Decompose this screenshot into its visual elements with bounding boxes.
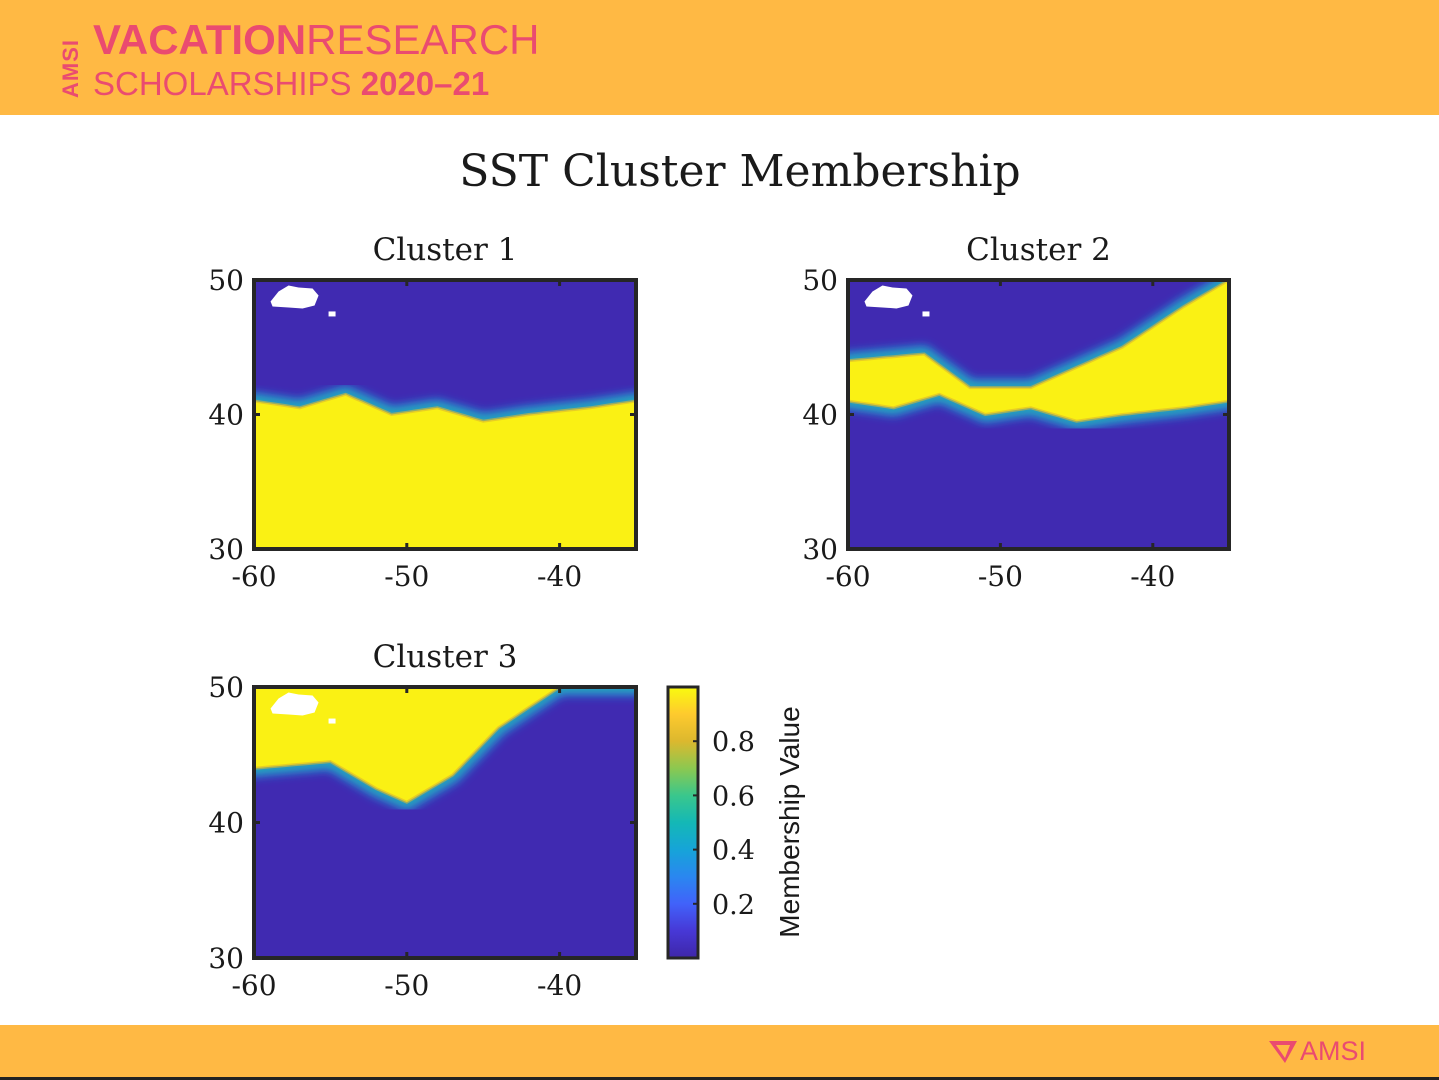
land-mask [270,692,319,716]
land-mask [864,285,913,309]
x-tick-label: -40 [1130,560,1175,593]
panel-title: Cluster 2 [966,232,1111,268]
panel-cluster-1: -60 -50 -40 30 40 50 Cluster 1 [208,232,638,593]
high-membership-region [848,280,1229,422]
land-mask-island [328,718,336,724]
land-mask [270,285,319,309]
x-tick-label: -50 [978,560,1023,593]
x-tick-label: -60 [231,969,276,1002]
y-tick-label: 40 [208,399,244,432]
high-region-edge [254,392,636,549]
land-mask-island [328,311,336,317]
y-tick-label: 30 [208,942,244,975]
land-mask-island [922,311,930,317]
colorbar-gradient [668,687,698,958]
x-tick-label: -40 [537,969,582,1002]
y-tick-label: 50 [802,264,838,297]
logo-scholarships: SCHOLARSHIPS [93,65,361,102]
panel-cluster-2: -60 -50 -40 30 40 50 Cluster 2 [802,232,1231,593]
colorbar-tick-label: 0.6 [712,781,755,812]
high-membership-region [254,687,636,803]
y-tick-label: 40 [208,807,244,840]
figure-title: SST Cluster Membership [459,146,1021,197]
logo-research: RESEARCH [306,16,540,63]
logo-year: 2020–21 [360,65,490,102]
amsi-arrow-icon [1269,1041,1297,1063]
x-tick-label: -60 [231,560,276,593]
x-tick-label: -50 [384,560,429,593]
panel-title: Cluster 3 [373,639,518,675]
panel-title: Cluster 1 [373,232,518,268]
high-region-edge [848,280,1229,423]
colorbar-tick-label: 0.8 [712,727,755,758]
colorbar-tick-label: 0.4 [712,836,755,867]
colorbar-label: Membership Value [774,706,805,938]
logo-line-2: SCHOLARSHIPS 2020–21 [93,66,489,102]
y-tick-label: 50 [208,671,244,704]
logo-vacation: VACATION [93,16,307,63]
y-tick-label: 40 [802,399,838,432]
high-region-edge [254,687,636,804]
y-tick-label: 50 [208,264,244,297]
x-tick-label: -40 [537,560,582,593]
y-tick-label: 30 [208,533,244,566]
colorbar-frame [666,685,700,960]
y-tick-label: 30 [802,533,838,566]
colorbar: 0.2 0.4 0.6 0.8 [666,685,755,960]
panel-cluster-3: -60 -50 -40 30 40 50 Cluster 3 [208,639,638,1002]
footer-band [0,1025,1439,1077]
x-tick-label: -60 [825,560,870,593]
x-tick-label: -50 [384,969,429,1002]
colorbar-tick-label: 0.2 [712,890,755,921]
footer-logo: AMSI [1268,1036,1366,1066]
header-band [0,0,1439,115]
logo-line-1: VACATIONRESEARCH [93,18,540,62]
high-membership-region [254,394,636,549]
footer-rule [0,1077,1439,1080]
footer-logo-text: AMSI [1300,1035,1367,1066]
